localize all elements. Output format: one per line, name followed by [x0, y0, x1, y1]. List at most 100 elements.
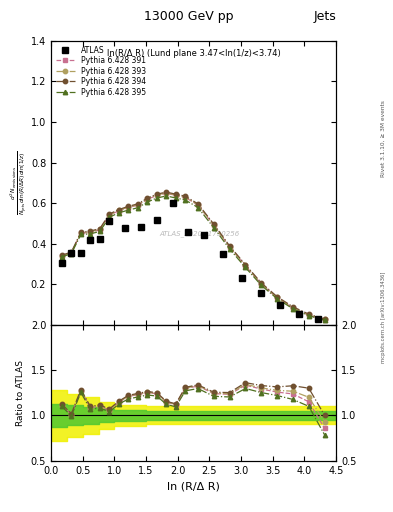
Pythia 6.428 395: [107, 214, 112, 220]
Pythia 6.428 391: [126, 204, 131, 210]
ATLAS: [79, 250, 83, 256]
Pythia 6.428 394: [107, 211, 112, 217]
Text: mcplots.cern.ch [arXiv:1306.3436]: mcplots.cern.ch [arXiv:1306.3436]: [381, 272, 386, 363]
Pythia 6.428 393: [88, 229, 93, 235]
Y-axis label: $\frac{d^2\,N_\mathrm{emissions}}{N_\mathrm{jets}\,d\!\ln(R/\Delta R)\,d\!\ln(1/: $\frac{d^2\,N_\mathrm{emissions}}{N_\mat…: [9, 151, 29, 215]
ATLAS: [297, 311, 302, 317]
Pythia 6.428 391: [307, 312, 311, 318]
Pythia 6.428 395: [227, 246, 232, 252]
ATLAS: [221, 251, 226, 257]
Line: Pythia 6.428 391: Pythia 6.428 391: [60, 191, 327, 322]
Pythia 6.428 395: [136, 205, 140, 211]
ATLAS: [69, 250, 74, 257]
Pythia 6.428 394: [69, 249, 74, 255]
Pythia 6.428 394: [136, 201, 140, 207]
Pythia 6.428 393: [243, 262, 248, 268]
Text: ln(R/Δ R) (Lund plane 3.47<ln(1/z)<3.74): ln(R/Δ R) (Lund plane 3.47<ln(1/z)<3.74): [107, 50, 281, 58]
Pythia 6.428 394: [126, 203, 131, 209]
Text: Jets: Jets: [313, 10, 336, 23]
Pythia 6.428 393: [173, 192, 178, 198]
Pythia 6.428 395: [116, 210, 121, 216]
Pythia 6.428 395: [243, 264, 248, 270]
Pythia 6.428 391: [259, 281, 264, 287]
Pythia 6.428 394: [183, 193, 188, 199]
Text: 13000 GeV pp: 13000 GeV pp: [144, 10, 233, 23]
ATLAS: [278, 302, 283, 308]
Pythia 6.428 393: [259, 281, 264, 287]
Pythia 6.428 394: [290, 304, 295, 310]
Pythia 6.428 395: [211, 225, 216, 231]
Text: Rivet 3.1.10, ≥ 3M events: Rivet 3.1.10, ≥ 3M events: [381, 100, 386, 177]
Pythia 6.428 391: [290, 305, 295, 311]
Pythia 6.428 395: [69, 251, 74, 257]
Pythia 6.428 393: [275, 294, 279, 301]
Pythia 6.428 394: [259, 280, 264, 286]
ATLAS: [170, 200, 175, 206]
Pythia 6.428 395: [164, 193, 169, 199]
Pythia 6.428 393: [59, 252, 64, 259]
Text: ATLAS_2020_I1790256: ATLAS_2020_I1790256: [159, 230, 239, 237]
ATLAS: [59, 260, 64, 266]
Pythia 6.428 395: [154, 195, 159, 201]
ATLAS: [107, 218, 112, 224]
Pythia 6.428 395: [145, 199, 150, 205]
Pythia 6.428 394: [275, 293, 279, 300]
Pythia 6.428 391: [322, 317, 327, 323]
Pythia 6.428 395: [79, 231, 83, 238]
Pythia 6.428 393: [183, 194, 188, 200]
Pythia 6.428 393: [196, 202, 200, 208]
Pythia 6.428 391: [275, 295, 279, 301]
Pythia 6.428 391: [97, 227, 102, 233]
Pythia 6.428 394: [227, 243, 232, 249]
Line: Pythia 6.428 395: Pythia 6.428 395: [60, 194, 327, 323]
Pythia 6.428 391: [211, 222, 216, 228]
Pythia 6.428 391: [243, 263, 248, 269]
ATLAS: [97, 236, 102, 242]
Pythia 6.428 391: [154, 193, 159, 199]
Pythia 6.428 395: [290, 306, 295, 312]
Pythia 6.428 394: [116, 206, 121, 212]
ATLAS: [88, 237, 93, 243]
Pythia 6.428 395: [275, 295, 279, 302]
Pythia 6.428 393: [290, 305, 295, 311]
Pythia 6.428 391: [107, 212, 112, 218]
Pythia 6.428 391: [164, 190, 169, 197]
ATLAS: [186, 229, 191, 236]
Pythia 6.428 393: [154, 192, 159, 198]
Pythia 6.428 394: [307, 311, 311, 317]
Pythia 6.428 393: [79, 230, 83, 236]
ATLAS: [316, 316, 321, 322]
Pythia 6.428 393: [126, 204, 131, 210]
ATLAS: [123, 225, 127, 231]
ATLAS: [259, 290, 264, 296]
Pythia 6.428 394: [79, 229, 83, 236]
Pythia 6.428 394: [97, 225, 102, 231]
Pythia 6.428 394: [59, 252, 64, 258]
ATLAS: [202, 232, 207, 239]
Pythia 6.428 391: [145, 196, 150, 202]
Pythia 6.428 391: [79, 230, 83, 236]
Line: ATLAS: ATLAS: [59, 200, 321, 322]
Pythia 6.428 393: [164, 190, 169, 196]
Pythia 6.428 395: [196, 204, 200, 210]
Pythia 6.428 395: [59, 253, 64, 260]
Pythia 6.428 395: [173, 195, 178, 201]
Pythia 6.428 395: [88, 231, 93, 237]
Pythia 6.428 391: [227, 244, 232, 250]
Pythia 6.428 394: [154, 191, 159, 197]
Pythia 6.428 395: [183, 197, 188, 203]
Pythia 6.428 395: [97, 228, 102, 234]
Pythia 6.428 391: [136, 202, 140, 208]
Pythia 6.428 393: [116, 207, 121, 214]
Pythia 6.428 394: [164, 189, 169, 195]
Y-axis label: Ratio to ATLAS: Ratio to ATLAS: [16, 360, 25, 425]
ATLAS: [139, 224, 143, 230]
Pythia 6.428 391: [173, 193, 178, 199]
ATLAS: [154, 217, 159, 223]
Pythia 6.428 394: [145, 195, 150, 201]
Pythia 6.428 393: [97, 226, 102, 232]
Legend: ATLAS, Pythia 6.428 391, Pythia 6.428 393, Pythia 6.428 394, Pythia 6.428 395: ATLAS, Pythia 6.428 391, Pythia 6.428 39…: [53, 43, 148, 99]
Pythia 6.428 394: [211, 221, 216, 227]
Pythia 6.428 394: [88, 228, 93, 234]
Pythia 6.428 393: [227, 244, 232, 250]
